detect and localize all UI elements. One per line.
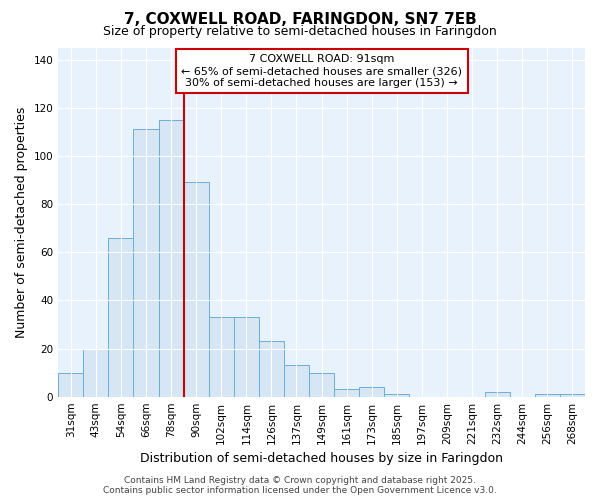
Bar <box>359 387 385 396</box>
Text: 7 COXWELL ROAD: 91sqm
← 65% of semi-detached houses are smaller (326)
30% of sem: 7 COXWELL ROAD: 91sqm ← 65% of semi-deta… <box>181 54 462 88</box>
Bar <box>83 348 109 397</box>
Text: Contains HM Land Registry data © Crown copyright and database right 2025.
Contai: Contains HM Land Registry data © Crown c… <box>103 476 497 495</box>
Bar <box>184 182 209 396</box>
Bar <box>309 372 334 396</box>
X-axis label: Distribution of semi-detached houses by size in Faringdon: Distribution of semi-detached houses by … <box>140 452 503 465</box>
Text: 7, COXWELL ROAD, FARINGDON, SN7 7EB: 7, COXWELL ROAD, FARINGDON, SN7 7EB <box>124 12 476 28</box>
Bar <box>109 238 133 396</box>
Bar <box>334 390 359 396</box>
Bar <box>385 394 409 396</box>
Y-axis label: Number of semi-detached properties: Number of semi-detached properties <box>15 106 28 338</box>
Bar <box>284 366 309 396</box>
Bar <box>485 392 510 396</box>
Bar <box>58 372 83 396</box>
Text: Size of property relative to semi-detached houses in Faringdon: Size of property relative to semi-detach… <box>103 25 497 38</box>
Bar <box>158 120 184 396</box>
Bar <box>535 394 560 396</box>
Bar <box>560 394 585 396</box>
Bar <box>209 317 234 396</box>
Bar <box>259 342 284 396</box>
Bar <box>133 130 158 396</box>
Bar <box>234 317 259 396</box>
